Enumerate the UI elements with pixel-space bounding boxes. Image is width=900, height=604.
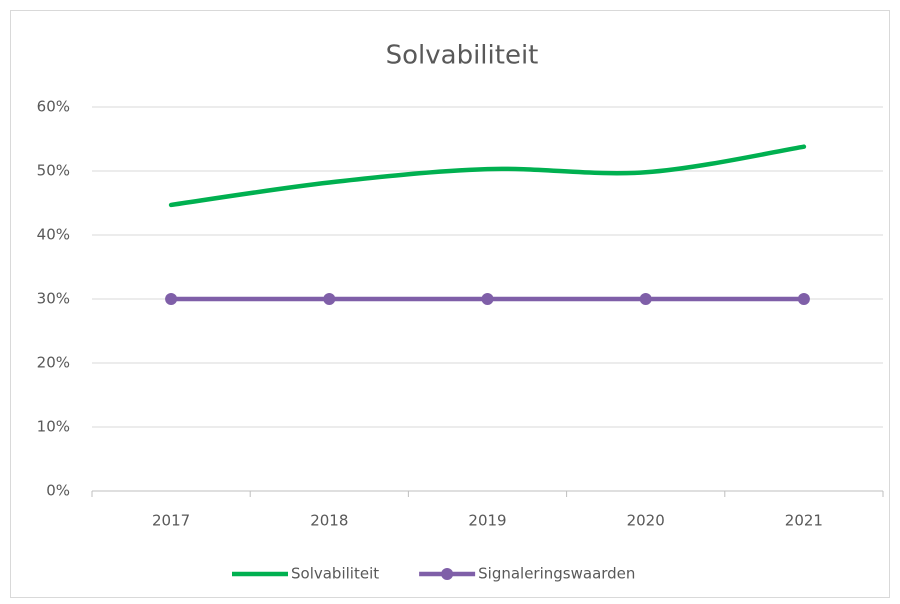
x-tick-label: 2017 <box>152 512 190 530</box>
y-tick-label: 20% <box>37 354 70 372</box>
x-tick-label: 2020 <box>627 512 665 530</box>
chart-title: Solvabiliteit <box>386 41 539 71</box>
legend-marker <box>441 568 454 580</box>
y-tick-label: 10% <box>37 418 70 436</box>
chart-border <box>10 10 890 598</box>
series-line <box>168 144 807 208</box>
y-tick-label: 60% <box>37 98 70 116</box>
y-tick-label: 40% <box>37 226 70 244</box>
legend-label: Signaleringswaarden <box>478 565 635 583</box>
x-tick-label: 2018 <box>310 512 348 530</box>
x-tick-label: 2019 <box>468 512 506 530</box>
x-tick-label: 2021 <box>785 512 823 530</box>
series-marker <box>165 293 178 305</box>
legend-label: Solvabiliteit <box>291 565 379 583</box>
y-tick-label: 30% <box>37 290 70 308</box>
series-marker <box>639 293 652 305</box>
series-marker <box>481 293 494 305</box>
y-tick-label: 0% <box>46 482 70 500</box>
y-tick-label: 50% <box>37 162 70 180</box>
series-marker <box>797 293 810 305</box>
series-marker <box>323 293 336 305</box>
